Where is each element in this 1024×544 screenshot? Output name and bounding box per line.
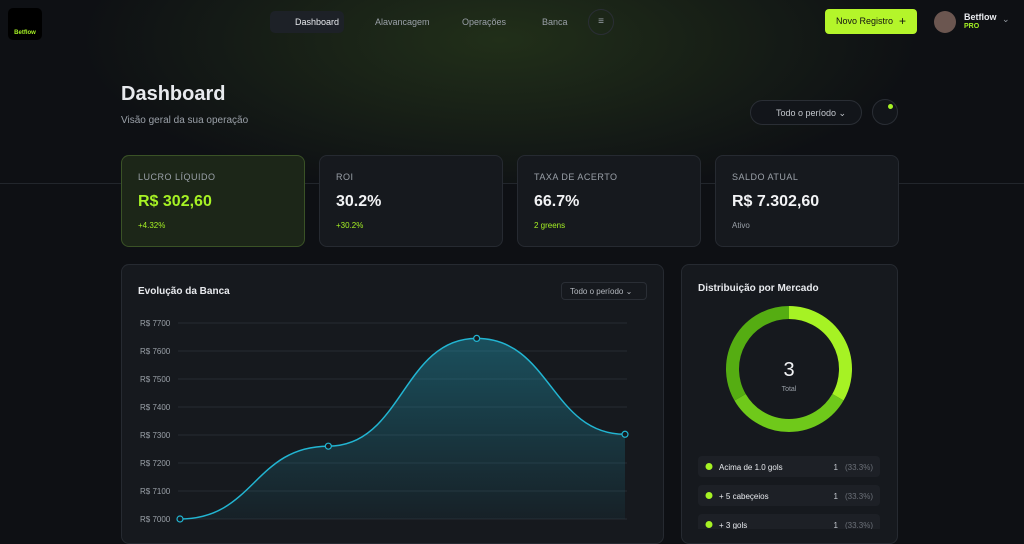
stat-label: SALDO ATUAL (732, 172, 799, 182)
chart-title: Evolução da Banca (138, 286, 230, 297)
legend-label: + 3 gols (719, 521, 747, 529)
line (179, 337, 626, 520)
nav-item[interactable]: Alavancagem (375, 17, 430, 27)
donut-segment (788, 306, 852, 401)
nav-item[interactable]: Dashboard (295, 17, 340, 27)
menu-button[interactable]: ≡ (588, 9, 614, 35)
notifications[interactable] (872, 99, 898, 125)
legend-percent: (33.3%) (845, 463, 873, 472)
logo[interactable]: Betflow (8, 8, 42, 40)
legend-dot (705, 521, 713, 528)
period-select[interactable]: Todo o período ⌄ (750, 100, 862, 125)
point (324, 442, 332, 450)
stat-label: TAXA DE ACERTO (534, 172, 618, 182)
nav-item[interactable]: Operações (462, 17, 507, 27)
y-tick-label: R$ 7500 (140, 375, 171, 384)
button-label: Novo Registro (836, 16, 894, 26)
legend-row (698, 485, 880, 506)
y-tick-label: R$ 7400 (140, 403, 171, 412)
period-label: Todo o período (570, 287, 624, 296)
y-tick-label: R$ 7600 (140, 347, 171, 356)
page-subtitle: Visão geral da sua operação (121, 115, 249, 126)
page-title: Dashboard (121, 83, 226, 105)
y-tick-label: R$ 7000 (140, 515, 171, 524)
period-label: Todo o período (776, 108, 837, 118)
legend-dot (705, 463, 713, 470)
stat-note: Ativo (732, 221, 750, 230)
chart-period-select[interactable]: Todo o período ⌄ (561, 282, 647, 300)
stat-note: +4.32% (138, 221, 166, 230)
stat-value: 30.2% (336, 193, 382, 210)
stat-note: +30.2% (336, 221, 364, 230)
charts: R$ 7000 R$ 7100 R$ 7200 R$ 7300 R$ 7400 R$ 75… (140, 306, 880, 529)
donut-segment (726, 306, 790, 401)
legend-dot (705, 492, 713, 499)
area (180, 338, 625, 519)
user-plan: PRO (964, 23, 980, 30)
donut-total: 3 (783, 359, 794, 381)
stat-label: ROI (336, 172, 354, 182)
legend-label: Acima de 1.0 gols (719, 463, 783, 472)
legend-percent: (33.3%) (845, 492, 873, 501)
chart-title: Distribuição por Mercado (698, 283, 819, 294)
stat-note: 2 greens (534, 221, 566, 230)
legend-count: 1 (834, 463, 839, 472)
avatar[interactable] (934, 11, 956, 33)
stat-label: LUCRO LÍQUIDO (138, 172, 216, 182)
legend-label: + 5 cabeçeios (719, 492, 769, 501)
y-tick-label: R$ 7700 (140, 319, 171, 328)
new-record-button[interactable]: Novo Registro + (825, 9, 917, 34)
stat-card (517, 155, 701, 247)
stat-card (121, 155, 305, 247)
stat-value: 66.7% (534, 193, 580, 210)
stat-card (319, 155, 503, 247)
user-caret[interactable]: ⌄ (1002, 14, 1010, 24)
legend-row (698, 514, 880, 529)
y-tick-label: R$ 7300 (140, 431, 171, 440)
stat-card (715, 155, 899, 247)
legend-count: 1 (834, 521, 839, 529)
legend-count: 1 (834, 492, 839, 501)
stat-value: R$ 302,60 (138, 193, 212, 210)
donut-total-label: Total (782, 386, 797, 393)
user-name: Betflow (964, 12, 997, 22)
point (176, 515, 184, 523)
stat-value: R$ 7.302,60 (732, 193, 820, 210)
point (621, 430, 629, 438)
legend-row (698, 456, 880, 477)
nav-item[interactable]: Banca (542, 17, 568, 27)
y-tick-label: R$ 7100 (140, 487, 171, 496)
y-tick-label: R$ 7200 (140, 459, 171, 468)
donut-segment (734, 393, 844, 432)
nav-active-bg (270, 11, 344, 33)
legend-percent: (33.3%) (845, 521, 873, 529)
point (473, 334, 481, 342)
